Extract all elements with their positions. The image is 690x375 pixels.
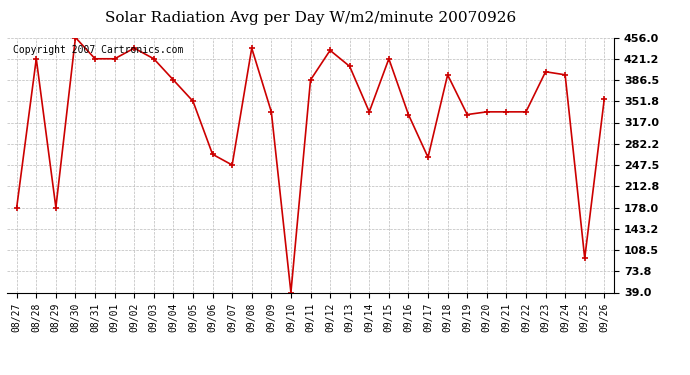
Text: Copyright 2007 Cartronics.com: Copyright 2007 Cartronics.com <box>13 45 184 55</box>
Text: Solar Radiation Avg per Day W/m2/minute 20070926: Solar Radiation Avg per Day W/m2/minute … <box>105 11 516 25</box>
